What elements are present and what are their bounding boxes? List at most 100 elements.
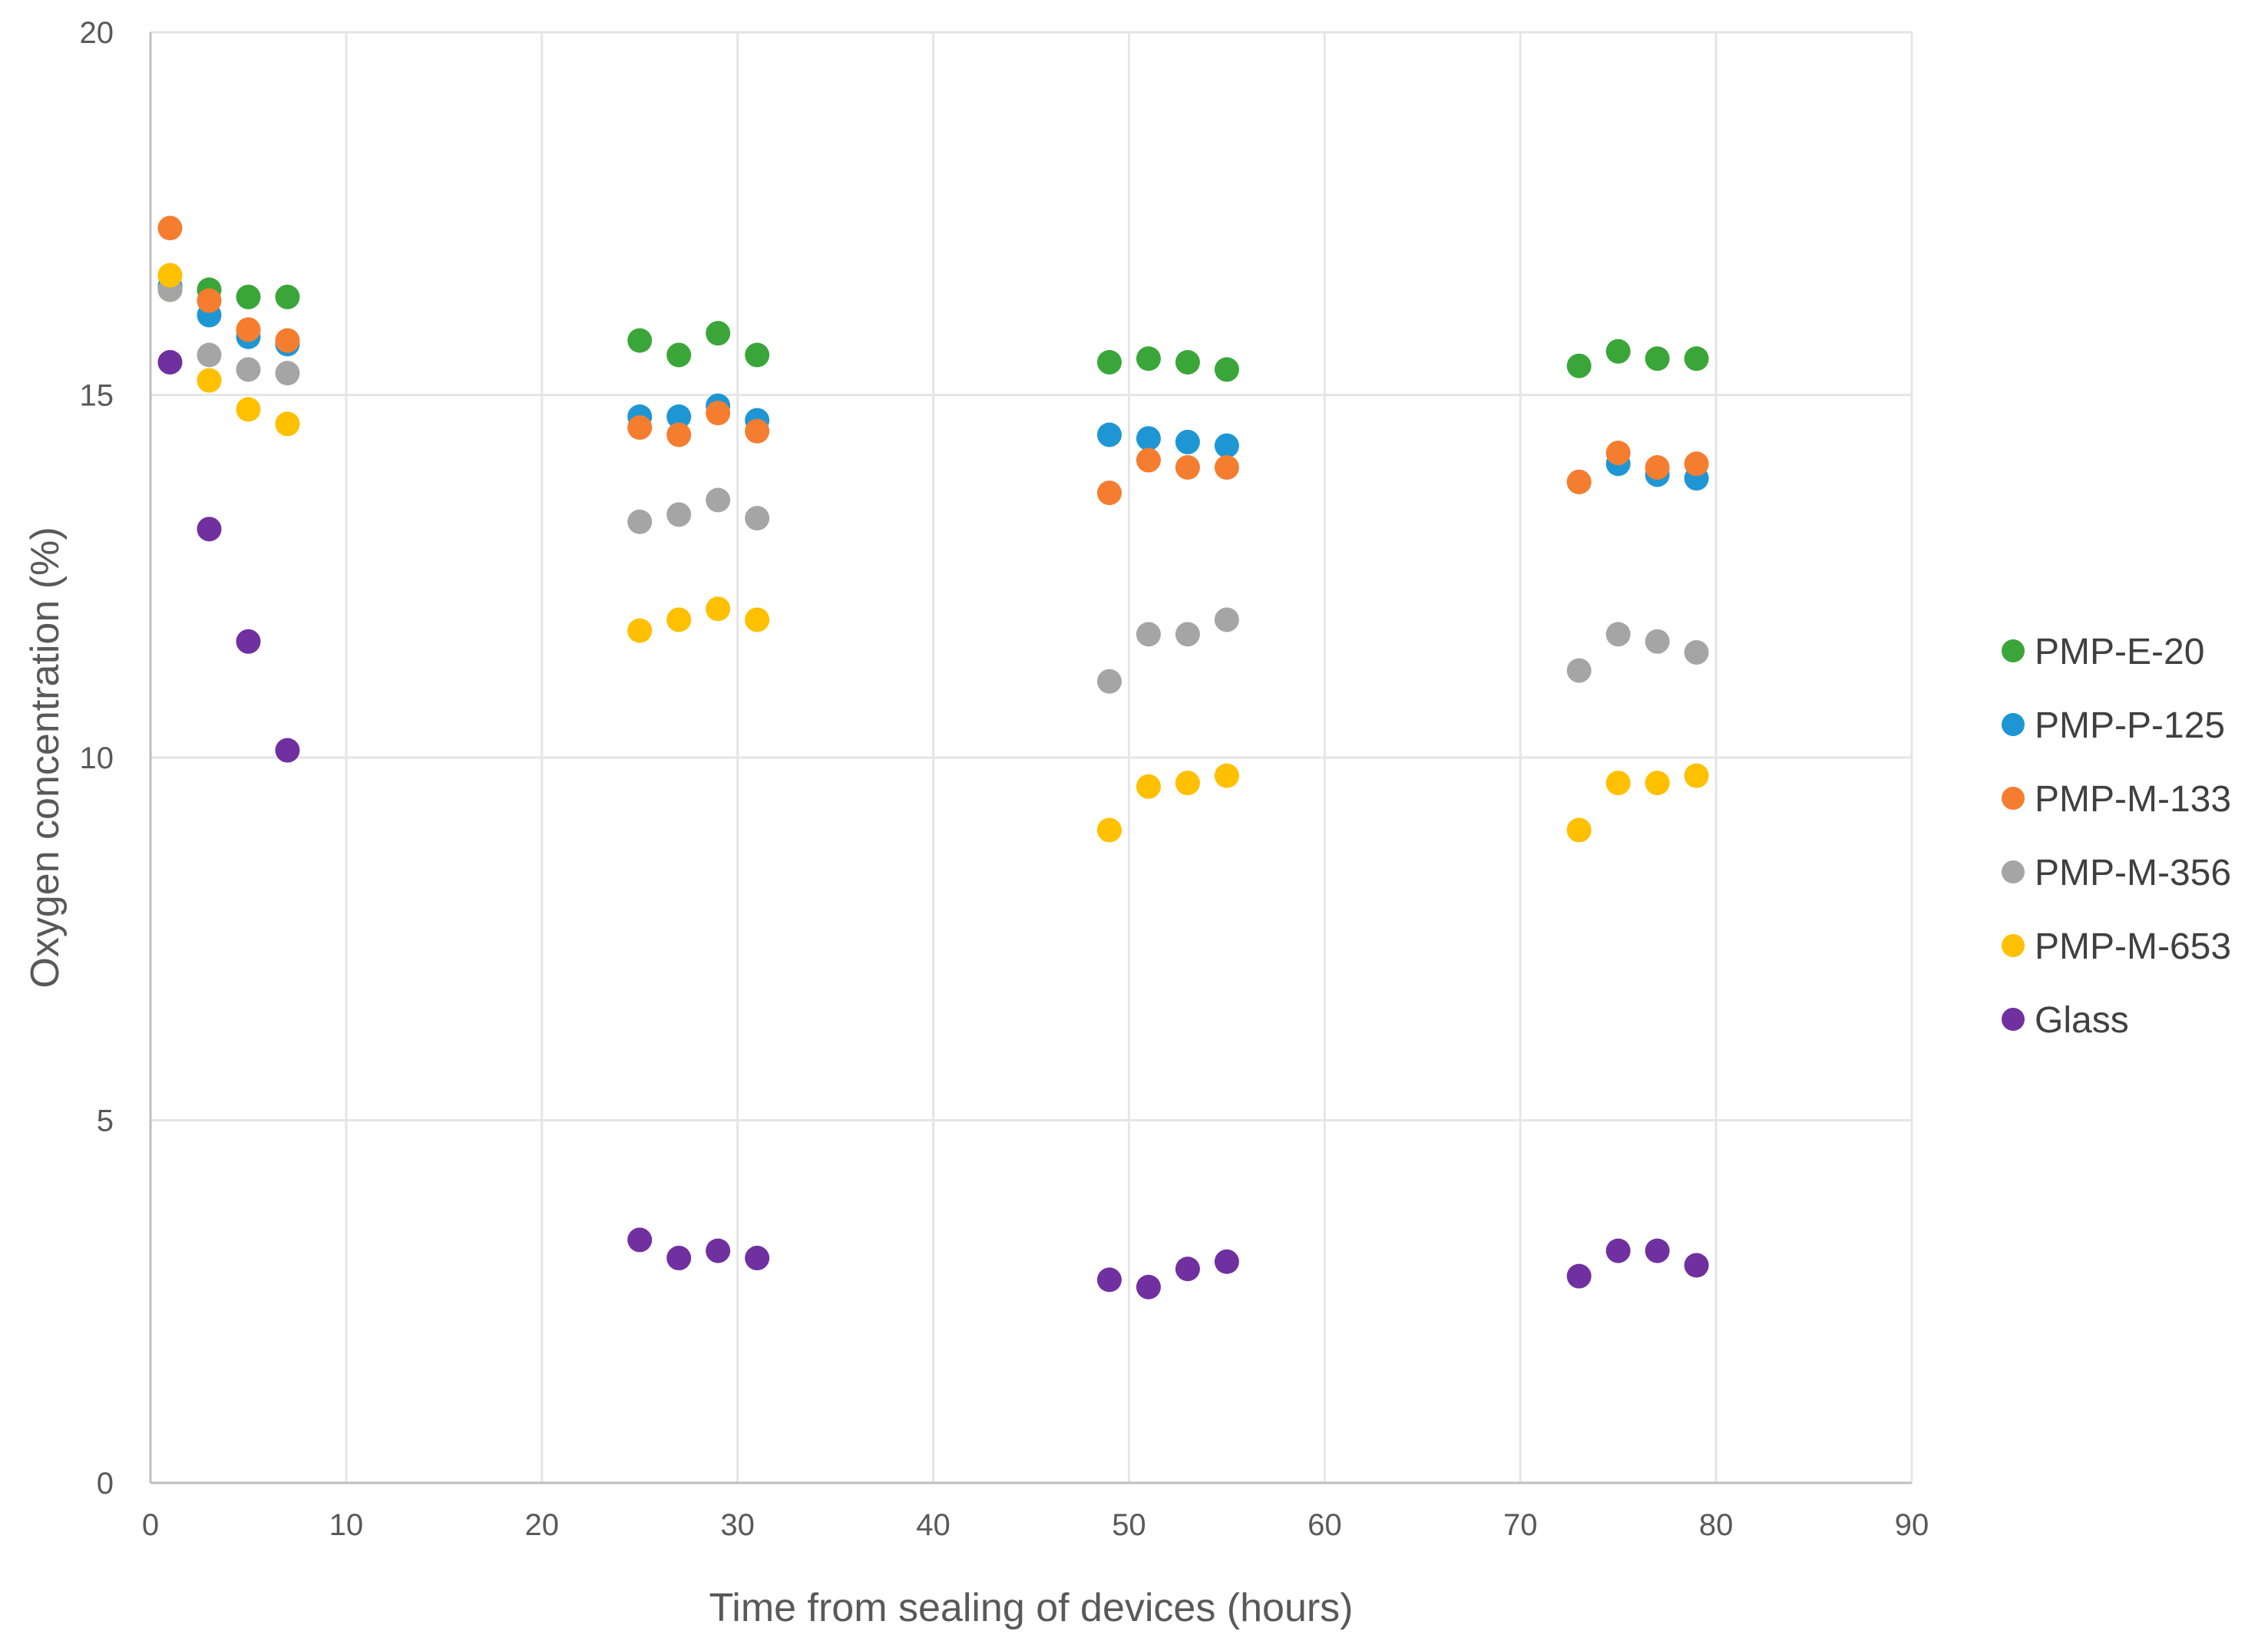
legend: PMP-E-20 PMP-P-125 PMP-M-133 PMP-M-356 PMP-M… — [2002, 632, 2231, 1041]
y-tick-label: 10 — [80, 741, 114, 775]
point-pmp-e-20 — [706, 321, 731, 346]
x-tick-label: 40 — [916, 1508, 951, 1542]
y-tick-label: 5 — [97, 1104, 114, 1138]
point-pmp-m-133 — [627, 415, 653, 441]
point-pmp-m-133 — [1214, 455, 1239, 480]
point-pmp-m-653 — [1096, 817, 1122, 843]
point-pmp-m-133 — [1096, 480, 1122, 506]
point-pmp-e-20 — [275, 284, 300, 309]
point-pmp-p-125 — [666, 404, 692, 429]
x-tick-label: 80 — [1699, 1508, 1734, 1542]
data-points — [157, 216, 1709, 1299]
legend-label-glass: Glass — [2035, 1000, 2129, 1041]
gridlines — [150, 31, 1913, 1483]
legend-marker-pmp-m-356 — [2002, 860, 2025, 883]
point-pmp-m-653 — [1605, 771, 1631, 796]
point-pmp-m-133 — [197, 288, 222, 313]
point-pmp-m-133 — [157, 216, 183, 241]
point-pmp-p-125 — [1096, 422, 1122, 447]
point-pmp-e-20 — [1684, 346, 1709, 371]
point-pmp-m-653 — [627, 618, 653, 643]
x-tick-label: 0 — [142, 1508, 159, 1542]
point-pmp-m-133 — [236, 317, 261, 342]
point-glass — [157, 349, 183, 375]
legend-label-pmp-m-356: PMP-M-356 — [2035, 853, 2231, 893]
x-tick-label: 50 — [1112, 1508, 1146, 1542]
point-pmp-m-653 — [236, 397, 261, 422]
point-pmp-m-133 — [1175, 455, 1200, 480]
legend-marker-pmp-e-20 — [2002, 639, 2025, 662]
point-glass — [1136, 1274, 1161, 1299]
point-pmp-p-125 — [1175, 429, 1200, 454]
axes — [149, 32, 1912, 1484]
legend-label-pmp-m-653: PMP-M-653 — [2035, 926, 2231, 967]
tick-labels: 0 10 20 30 40 50 60 70 80 90 0 5 10 15 20 — [80, 16, 1929, 1542]
point-pmp-e-20 — [1645, 346, 1670, 371]
point-pmp-m-133 — [706, 401, 731, 426]
point-glass — [275, 738, 300, 763]
x-tick-label: 60 — [1308, 1508, 1342, 1542]
point-pmp-m-356 — [1605, 622, 1631, 647]
point-pmp-m-356 — [1684, 639, 1709, 665]
point-glass — [666, 1246, 692, 1271]
point-pmp-m-653 — [1175, 771, 1200, 796]
point-glass — [1096, 1267, 1122, 1293]
x-tick-label: 30 — [720, 1508, 755, 1542]
point-pmp-e-20 — [627, 328, 653, 353]
point-glass — [1684, 1253, 1709, 1278]
point-pmp-m-653 — [1214, 763, 1239, 788]
point-pmp-m-356 — [1214, 607, 1239, 632]
x-tick-label: 90 — [1895, 1508, 1929, 1542]
legend-label-pmp-m-133: PMP-M-133 — [2035, 779, 2231, 820]
point-pmp-m-356 — [745, 506, 770, 531]
point-pmp-m-653 — [275, 411, 300, 437]
legend-marker-pmp-m-653 — [2002, 934, 2025, 957]
y-tick-label: 15 — [80, 379, 114, 413]
point-pmp-m-356 — [1096, 669, 1122, 694]
point-pmp-m-653 — [666, 607, 692, 632]
point-glass — [627, 1227, 653, 1253]
point-pmp-m-133 — [1645, 455, 1670, 480]
point-pmp-m-653 — [1136, 774, 1161, 799]
point-pmp-e-20 — [1566, 353, 1592, 378]
point-pmp-m-133 — [745, 418, 770, 444]
point-pmp-m-653 — [1566, 817, 1592, 843]
point-glass — [1175, 1256, 1200, 1282]
point-pmp-m-133 — [275, 328, 300, 353]
legend-marker-pmp-p-125 — [2002, 713, 2025, 736]
x-axis-title: Time from sealing of devices (hours) — [709, 1586, 1353, 1630]
point-glass — [1566, 1263, 1592, 1289]
point-pmp-m-356 — [706, 487, 731, 513]
point-glass — [1214, 1249, 1239, 1274]
point-pmp-e-20 — [1214, 357, 1239, 382]
point-glass — [1645, 1238, 1670, 1263]
point-pmp-m-356 — [1136, 622, 1161, 647]
point-pmp-m-653 — [197, 368, 222, 393]
point-pmp-m-356 — [197, 342, 222, 368]
point-glass — [197, 517, 222, 542]
legend-marker-glass — [2002, 1008, 2025, 1031]
x-tick-label: 70 — [1503, 1508, 1538, 1542]
point-glass — [236, 629, 261, 654]
point-pmp-m-133 — [1605, 441, 1631, 466]
point-pmp-m-653 — [1645, 771, 1670, 796]
legend-label-pmp-e-20: PMP-E-20 — [2035, 632, 2204, 672]
point-pmp-e-20 — [745, 342, 770, 368]
point-glass — [1605, 1238, 1631, 1263]
legend-label-pmp-p-125: PMP-P-125 — [2035, 705, 2225, 746]
point-pmp-e-20 — [666, 342, 692, 368]
point-pmp-m-133 — [1136, 447, 1161, 473]
x-tick-label: 20 — [525, 1508, 560, 1542]
point-pmp-m-133 — [1566, 469, 1592, 494]
point-pmp-m-653 — [745, 607, 770, 632]
point-pmp-m-356 — [627, 509, 653, 534]
point-pmp-m-653 — [706, 596, 731, 622]
point-pmp-e-20 — [1136, 346, 1161, 371]
point-pmp-m-133 — [666, 422, 692, 447]
y-tick-label: 0 — [97, 1467, 114, 1501]
point-pmp-e-20 — [1096, 349, 1122, 375]
point-pmp-e-20 — [236, 284, 261, 309]
point-glass — [706, 1238, 731, 1263]
